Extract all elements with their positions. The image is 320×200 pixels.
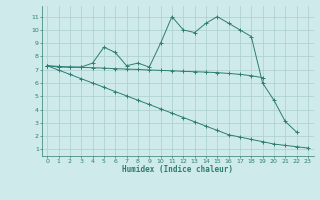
X-axis label: Humidex (Indice chaleur): Humidex (Indice chaleur) xyxy=(122,165,233,174)
